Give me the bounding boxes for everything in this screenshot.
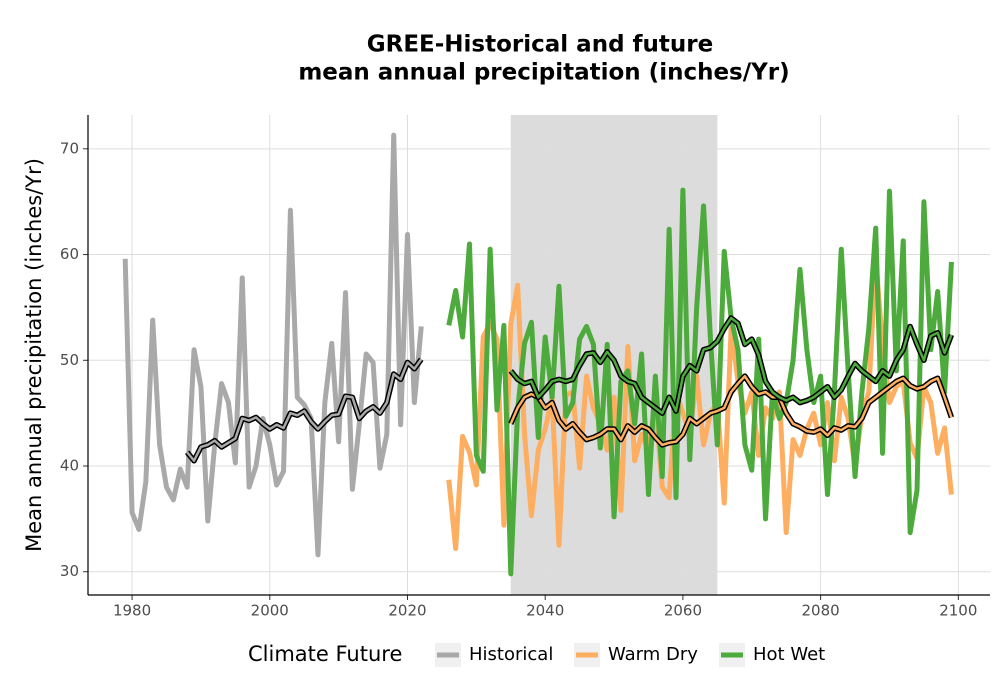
legend-title: Climate Future (248, 642, 402, 666)
series-line (122, 132, 424, 558)
y-tick-label: 60 (60, 245, 79, 263)
smooth-line (186, 358, 423, 462)
y-tick-label: 70 (60, 139, 79, 157)
x-tick-label: 2060 (664, 602, 702, 620)
chart-title: mean annual precipitation (inches/Yr) (298, 60, 789, 86)
x-tick-label: 2020 (388, 602, 426, 620)
chart-title: GREE-Historical and future (367, 32, 714, 58)
legend-label: Hot Wet (753, 644, 825, 665)
smooth-line (509, 316, 953, 415)
y-tick-label: 30 (60, 562, 79, 580)
series-line (446, 187, 954, 577)
x-tick-label: 2040 (526, 602, 564, 620)
x-tick-label: 2100 (939, 602, 977, 620)
x-tick-label: 1980 (113, 602, 151, 620)
y-tick-label: 40 (60, 457, 79, 475)
x-tick-label: 2000 (251, 602, 289, 620)
series-line (446, 256, 954, 551)
legend-label: Historical (469, 644, 553, 665)
legend-label: Warm Dry (608, 644, 698, 665)
x-tick-label: 2080 (802, 602, 840, 620)
y-axis-label: Mean annual precipitation (inches/Yr) (22, 158, 46, 552)
y-tick-label: 50 (60, 351, 79, 369)
smooth-line (509, 374, 953, 447)
